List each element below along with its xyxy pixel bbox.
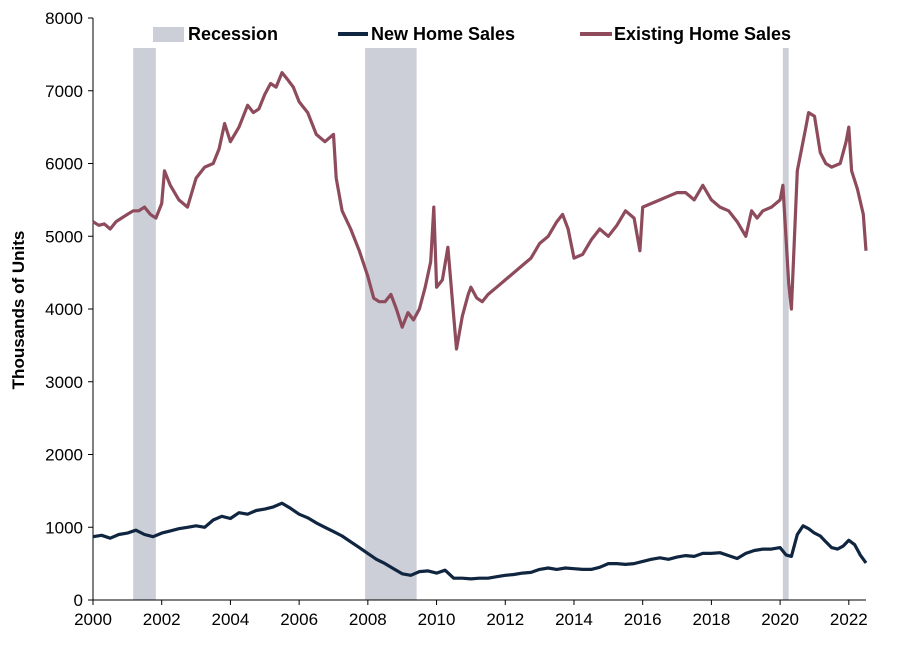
x-tick-label: 2008 xyxy=(349,610,387,629)
x-tick-label: 2016 xyxy=(624,610,662,629)
recession-bands xyxy=(133,48,789,600)
y-tick-label: 4000 xyxy=(45,300,83,319)
x-tick-label: 2002 xyxy=(143,610,181,629)
recession-band-2 xyxy=(365,48,417,600)
x-tick-label: 2018 xyxy=(692,610,730,629)
y-tick-label: 2000 xyxy=(45,446,83,465)
legend: Recession New Home Sales Existing Home S… xyxy=(153,24,791,44)
y-tick-label: 8000 xyxy=(45,9,83,28)
y-tick-label: 5000 xyxy=(45,227,83,246)
y-tick-label: 1000 xyxy=(45,518,83,537)
x-tick-label: 2000 xyxy=(74,610,112,629)
legend-label-new-home-sales: New Home Sales xyxy=(371,24,515,44)
x-tick-label: 2020 xyxy=(761,610,799,629)
x-tick-label: 2012 xyxy=(486,610,524,629)
series-line-existing-home-sales xyxy=(92,71,868,351)
legend-label-recession: Recession xyxy=(188,24,278,44)
axes: 0 1000 2000 3000 4000 5000 6000 7000 8000 2000 200… xyxy=(45,9,868,629)
recession-band-1 xyxy=(133,48,156,600)
series-lines xyxy=(92,71,868,581)
x-tick-label: 2006 xyxy=(280,610,318,629)
legend-label-existing-home-sales: Existing Home Sales xyxy=(614,24,791,44)
x-tick-label: 2022 xyxy=(830,610,868,629)
y-tick-label: 6000 xyxy=(45,155,83,174)
y-tick-label: 3000 xyxy=(45,373,83,392)
y-tick-label: 0 xyxy=(74,591,83,610)
recession-band-3 xyxy=(782,48,789,600)
x-tick-label: 2010 xyxy=(418,610,456,629)
x-tick-label: 2014 xyxy=(555,610,593,629)
y-tick-label: 7000 xyxy=(45,82,83,101)
y-axis-title: Thousands of Units xyxy=(9,231,28,390)
legend-swatch-recession xyxy=(153,27,184,42)
x-tick-label: 2004 xyxy=(212,610,250,629)
series-line-new-home-sales xyxy=(92,501,868,581)
